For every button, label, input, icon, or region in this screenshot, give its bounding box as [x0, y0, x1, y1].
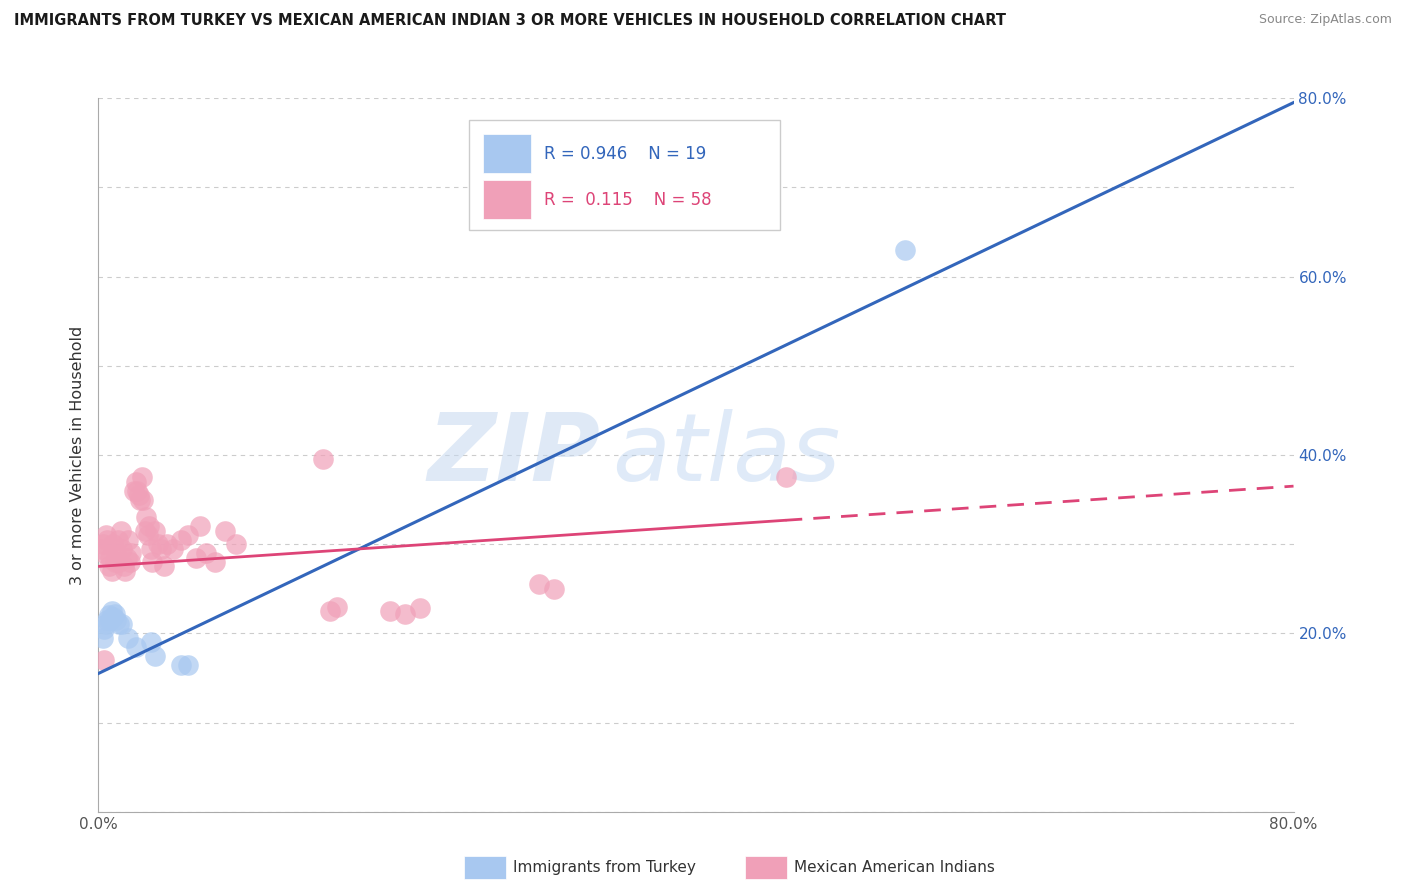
Point	[139, 635, 162, 649]
Point	[131, 470, 153, 484]
Point	[105, 546, 128, 560]
Point	[101, 564, 124, 578]
Point	[125, 475, 148, 489]
Point	[148, 537, 170, 551]
Point	[117, 631, 139, 645]
Point	[93, 653, 115, 667]
Point	[94, 617, 117, 632]
Point	[112, 559, 135, 574]
Text: R =  0.115    N = 58: R = 0.115 N = 58	[544, 191, 711, 209]
Text: atlas: atlas	[613, 409, 841, 500]
Point	[105, 613, 128, 627]
Point	[96, 613, 118, 627]
Point	[136, 528, 159, 542]
Point	[150, 541, 173, 556]
Point	[107, 533, 129, 547]
Y-axis label: 3 or more Vehicles in Household: 3 or more Vehicles in Household	[70, 326, 86, 584]
Point	[143, 648, 166, 663]
Point	[97, 608, 120, 623]
Point	[543, 582, 565, 596]
Point	[394, 607, 416, 621]
Point	[138, 519, 160, 533]
Text: Mexican American Indians: Mexican American Indians	[794, 861, 995, 875]
Point	[162, 541, 184, 556]
Point	[311, 452, 333, 467]
Point	[104, 555, 127, 569]
Point	[319, 604, 342, 618]
Point	[93, 622, 115, 636]
Point	[169, 533, 191, 547]
Point	[103, 537, 125, 551]
Point	[184, 550, 207, 565]
Point	[156, 537, 179, 551]
Point	[129, 492, 152, 507]
Point	[91, 631, 114, 645]
Point	[91, 537, 114, 551]
Point	[108, 555, 131, 569]
FancyBboxPatch shape	[470, 120, 780, 230]
Point	[225, 537, 247, 551]
Text: ZIP: ZIP	[427, 409, 600, 501]
Point	[110, 524, 132, 538]
Point	[104, 607, 127, 621]
Point	[97, 559, 120, 574]
Point	[132, 492, 155, 507]
Point	[93, 546, 115, 560]
Point	[128, 488, 150, 502]
Text: Immigrants from Turkey: Immigrants from Turkey	[513, 861, 696, 875]
Point	[134, 524, 156, 538]
Point	[108, 617, 131, 632]
Point	[118, 555, 141, 569]
Point	[90, 541, 112, 556]
Point	[115, 550, 138, 565]
Text: IMMIGRANTS FROM TURKEY VS MEXICAN AMERICAN INDIAN 3 OR MORE VEHICLES IN HOUSEHOL: IMMIGRANTS FROM TURKEY VS MEXICAN AMERIC…	[14, 13, 1007, 29]
Point	[103, 610, 125, 624]
Point	[100, 613, 122, 627]
Point	[153, 559, 176, 574]
Point	[214, 524, 236, 538]
Point	[135, 510, 157, 524]
Point	[378, 604, 401, 618]
Text: Source: ZipAtlas.com: Source: ZipAtlas.com	[1258, 13, 1392, 27]
Point	[100, 550, 122, 565]
Point	[177, 657, 200, 672]
Point	[127, 483, 149, 498]
Point	[94, 528, 117, 542]
Point	[326, 599, 349, 614]
Point	[177, 528, 200, 542]
Point	[141, 555, 163, 569]
Point	[114, 564, 136, 578]
Point	[124, 483, 146, 498]
Point	[111, 617, 134, 632]
FancyBboxPatch shape	[484, 180, 531, 219]
Point	[188, 519, 211, 533]
Point	[143, 524, 166, 538]
Point	[204, 555, 226, 569]
Point	[120, 546, 142, 560]
FancyBboxPatch shape	[484, 134, 531, 173]
Point	[169, 657, 191, 672]
Text: R = 0.946    N = 19: R = 0.946 N = 19	[544, 145, 706, 162]
Point	[775, 470, 797, 484]
Point	[111, 541, 134, 556]
Point	[117, 533, 139, 547]
Point	[408, 601, 430, 615]
Point	[139, 541, 162, 556]
Point	[101, 604, 124, 618]
Point	[96, 533, 118, 547]
Point	[527, 577, 550, 591]
Point	[125, 640, 148, 654]
Point	[195, 546, 218, 560]
Point	[894, 243, 917, 257]
